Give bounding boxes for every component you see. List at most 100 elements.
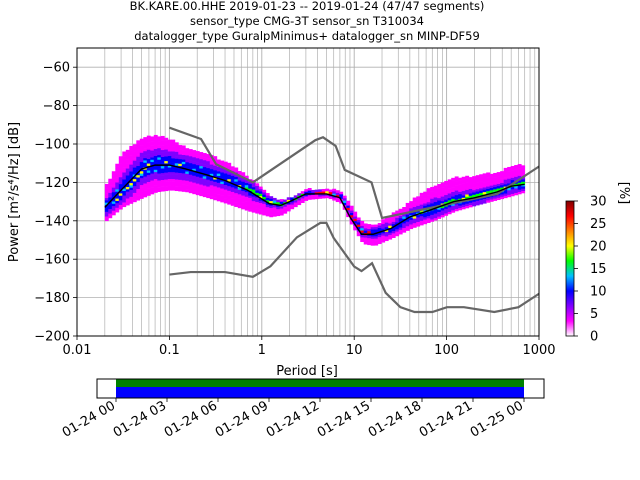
density-cell [164,186,169,189]
density-cell [496,183,501,187]
density-cell [318,191,323,195]
density-cell [132,162,137,166]
density-cell [433,217,438,221]
density-cell [136,188,141,192]
density-cell [409,212,414,216]
density-cell [129,171,134,174]
density-cell [468,190,473,194]
density-cell [458,184,463,188]
density-cell [164,170,169,173]
density-cell [150,187,155,190]
density-cell [241,202,246,205]
density-cell [465,201,470,204]
density-cell [479,178,484,182]
density-cell [206,186,211,189]
density-cell [146,156,151,159]
density-cell [377,236,382,240]
density-cell [419,220,424,224]
density-cell [486,190,491,194]
density-cell [510,177,515,181]
density-cell [248,195,253,198]
density-cell [405,205,410,208]
density-cell [423,214,428,218]
density-cell [440,207,445,211]
density-cell [199,156,204,160]
density-cell [174,151,179,155]
density-cell [286,197,291,200]
density-cell [157,138,162,142]
density-cell [129,166,134,170]
density-cell [136,142,141,146]
density-cell [206,188,211,192]
density-cell [510,170,515,174]
density-cell [122,167,127,171]
density-cell [220,199,225,203]
density-cell [143,144,148,147]
density-cell [160,154,165,157]
density-cell [111,182,116,186]
density-cell [412,199,417,203]
density-cell [167,158,172,161]
density-cell [265,195,270,198]
density-cell [461,197,466,201]
density-cell [251,187,256,190]
density-cell [115,191,120,194]
density-cell [489,199,494,202]
density-cell [118,160,123,164]
density-cell [153,174,158,177]
density-cell [388,220,393,224]
density-cell [118,204,123,208]
density-cell [118,186,123,189]
density-cell [209,182,214,186]
density-cell [195,185,200,189]
density-cell [167,187,172,191]
density-cell [472,183,477,186]
density-cell [171,158,176,161]
density-cell [115,202,120,206]
density-cell [398,227,403,230]
density-cell [482,187,487,190]
density-cell [283,206,288,210]
density-cell [108,204,113,207]
density-cell [314,194,319,197]
density-cell [174,149,179,152]
density-cell [500,182,505,186]
density-cell [146,142,151,146]
density-cell [216,187,221,190]
density-cell [202,171,207,175]
density-cell [363,228,368,231]
density-cell [440,191,445,195]
density-cell [171,169,176,173]
density-cell [104,211,109,215]
density-cell [503,172,508,176]
density-cell [178,170,183,173]
density-cell [181,145,186,149]
density-cell [125,189,130,192]
density-cell [111,205,116,209]
density-cell [395,233,400,237]
density-cell [472,178,477,182]
density-cell [202,162,207,165]
density-cell [171,181,176,184]
density-cell [283,204,288,207]
density-cell [146,158,151,162]
density-cell [230,187,235,190]
density-cell [122,165,127,168]
density-cell [251,189,256,192]
density-cell [223,184,228,188]
density-cell [283,208,288,212]
density-cell [461,204,466,207]
density-cell [419,202,424,205]
density-cell [160,186,165,190]
density-cell [262,212,267,216]
density-cell [118,172,123,175]
density-cell [139,152,144,156]
density-cell [104,186,109,189]
density-cell [388,218,393,222]
density-cell [255,185,260,189]
density-cell [192,180,197,183]
density-cell [335,190,340,193]
density-cell [132,188,137,191]
density-cell [146,151,151,155]
density-cell [150,182,155,186]
